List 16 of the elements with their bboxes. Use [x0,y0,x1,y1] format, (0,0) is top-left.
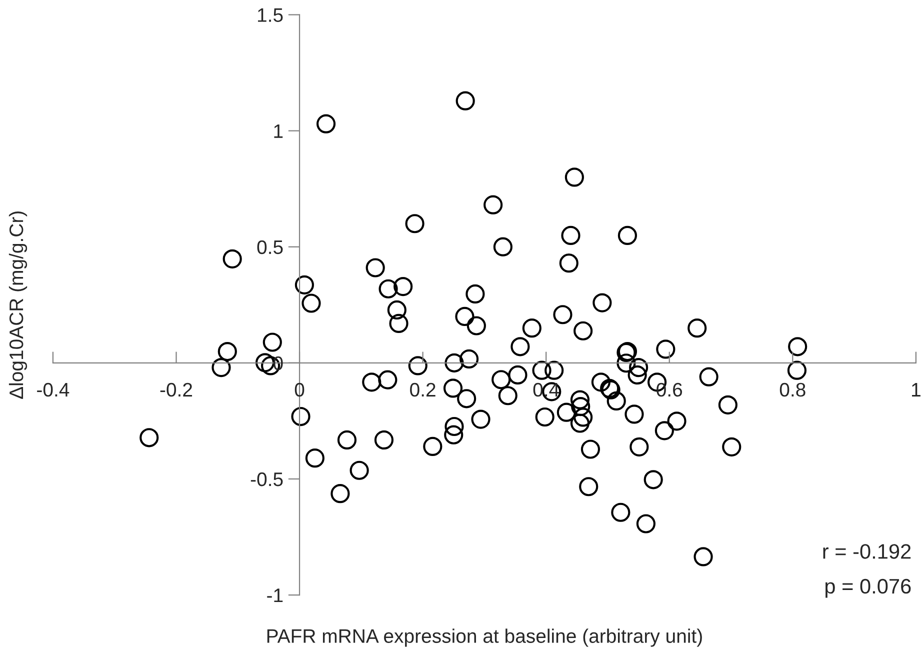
x-tick-label: 0.6 [656,382,682,397]
y-tick-label: 0 [273,356,283,370]
y-tick-label: -0.5 [250,472,283,486]
annotation: r = -0.192 [823,544,911,559]
y-tick-label: -1 [267,588,283,602]
x-axis-title: PAFR mRNA expression at baseline (arbitrary unit) [267,628,702,647]
y-tick-label: 1 [274,124,283,138]
x-tick-label: 0.2 [410,382,436,397]
x-tick-label: -0.4 [37,382,70,397]
x-tick-label: -0.2 [160,382,192,397]
x-tick-label: 1 [912,383,920,396]
annotation: p = 0.076 [826,578,911,598]
y-tick-label: 1.5 [258,8,283,22]
y-tick-label: 0.5 [257,240,283,254]
x-tick-label: 0.8 [780,382,806,397]
y-axis-title: Δlog10ACR (mg/g.Cr) [8,212,28,399]
